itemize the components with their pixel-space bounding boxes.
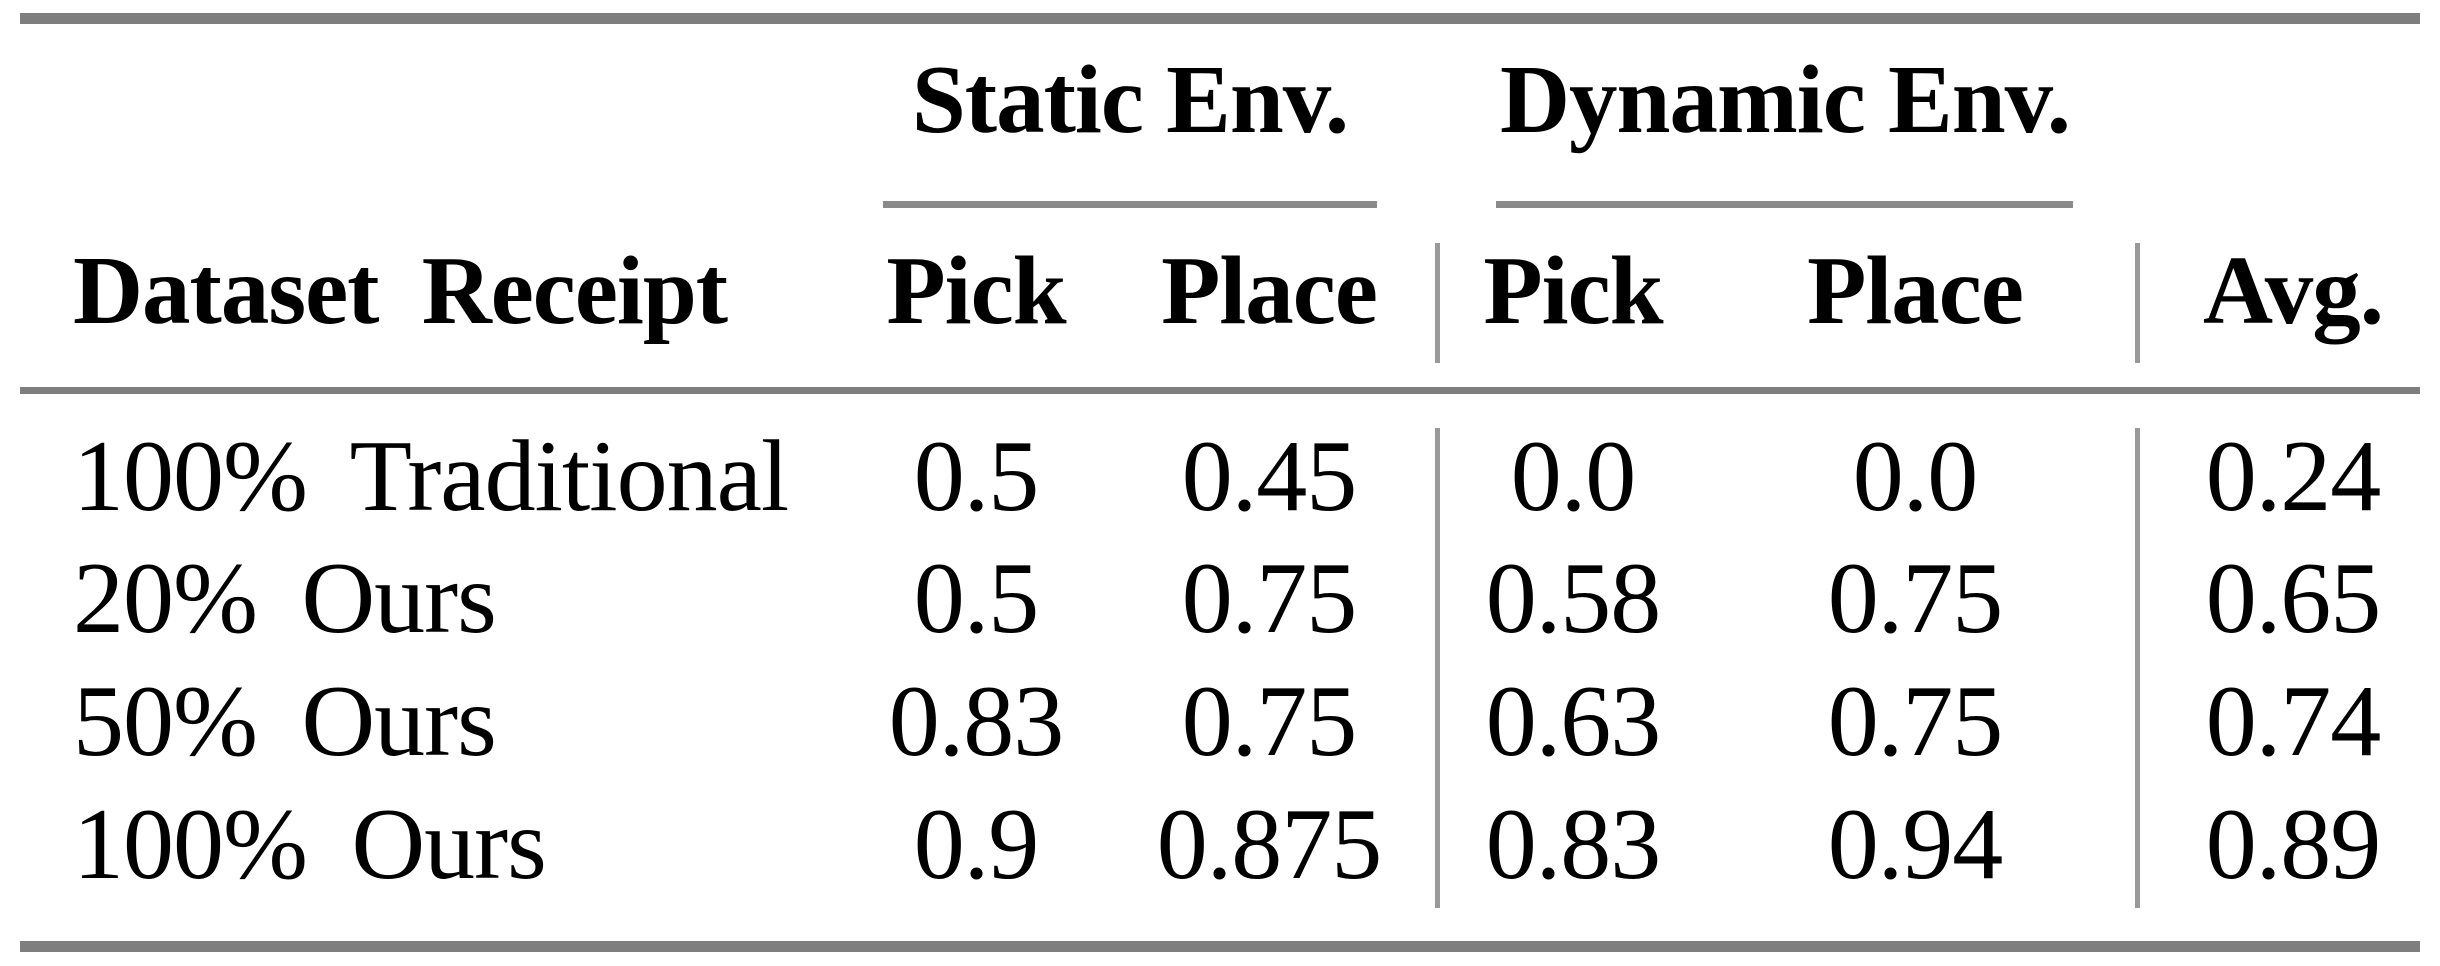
- row-label: 100% Traditional: [73, 420, 789, 533]
- group-header-static-env: Static Env.: [911, 46, 1349, 153]
- row-label: 100% Ours: [73, 788, 547, 901]
- table-rule-bottom: [20, 941, 2420, 952]
- cell-static-pick: 0.5: [913, 542, 1039, 655]
- row-label: 50% Ours: [73, 665, 497, 778]
- cell-avg: 0.65: [2205, 542, 2381, 655]
- cell-static-place: 0.875: [1156, 788, 1382, 901]
- cell-dynamic-pick: 0.0: [1510, 420, 1636, 533]
- row-label: 20% Ours: [73, 542, 497, 655]
- column-header-avg: Avg.: [2202, 237, 2384, 344]
- cell-avg: 0.74: [2205, 665, 2381, 778]
- cell-static-pick: 0.9: [913, 788, 1039, 901]
- vertical-rule-dynamic-avg-body: [2135, 428, 2140, 908]
- cell-dynamic-pick: 0.58: [1485, 542, 1661, 655]
- column-header-dataset-receipt: Dataset Receipt: [73, 237, 728, 344]
- column-header-static-pick: Pick: [886, 237, 1066, 344]
- vertical-rule-static-dynamic-body: [1435, 428, 1440, 908]
- cell-dynamic-place: 0.75: [1827, 665, 2003, 778]
- column-header-static-place: Place: [1161, 237, 1378, 344]
- cell-static-place: 0.75: [1181, 542, 1357, 655]
- cell-dynamic-place: 0.94: [1827, 788, 2003, 901]
- column-header-dynamic-pick: Pick: [1483, 237, 1663, 344]
- cell-static-place: 0.75: [1181, 665, 1357, 778]
- cell-static-pick: 0.5: [913, 420, 1039, 533]
- column-header-dynamic-place: Place: [1807, 237, 2024, 344]
- cell-dynamic-pick: 0.63: [1485, 665, 1661, 778]
- cell-dynamic-place: 0.75: [1827, 542, 2003, 655]
- cell-dynamic-pick: 0.83: [1485, 788, 1661, 901]
- group-header-dynamic-env: Dynamic Env.: [1499, 46, 2071, 153]
- cell-dynamic-place: 0.0: [1852, 420, 1978, 533]
- table-rule-header-separator: [20, 387, 2420, 394]
- table-rule-top: [20, 13, 2420, 24]
- cmidrule-static-env: [883, 201, 1377, 208]
- cell-avg: 0.24: [2205, 420, 2381, 533]
- cmidrule-dynamic-env: [1496, 201, 2073, 208]
- cell-avg: 0.89: [2205, 788, 2381, 901]
- cell-static-place: 0.45: [1181, 420, 1357, 533]
- cell-static-pick: 0.83: [888, 665, 1064, 778]
- vertical-rule-static-dynamic-header: [1435, 243, 1440, 363]
- vertical-rule-dynamic-avg-header: [2135, 243, 2140, 363]
